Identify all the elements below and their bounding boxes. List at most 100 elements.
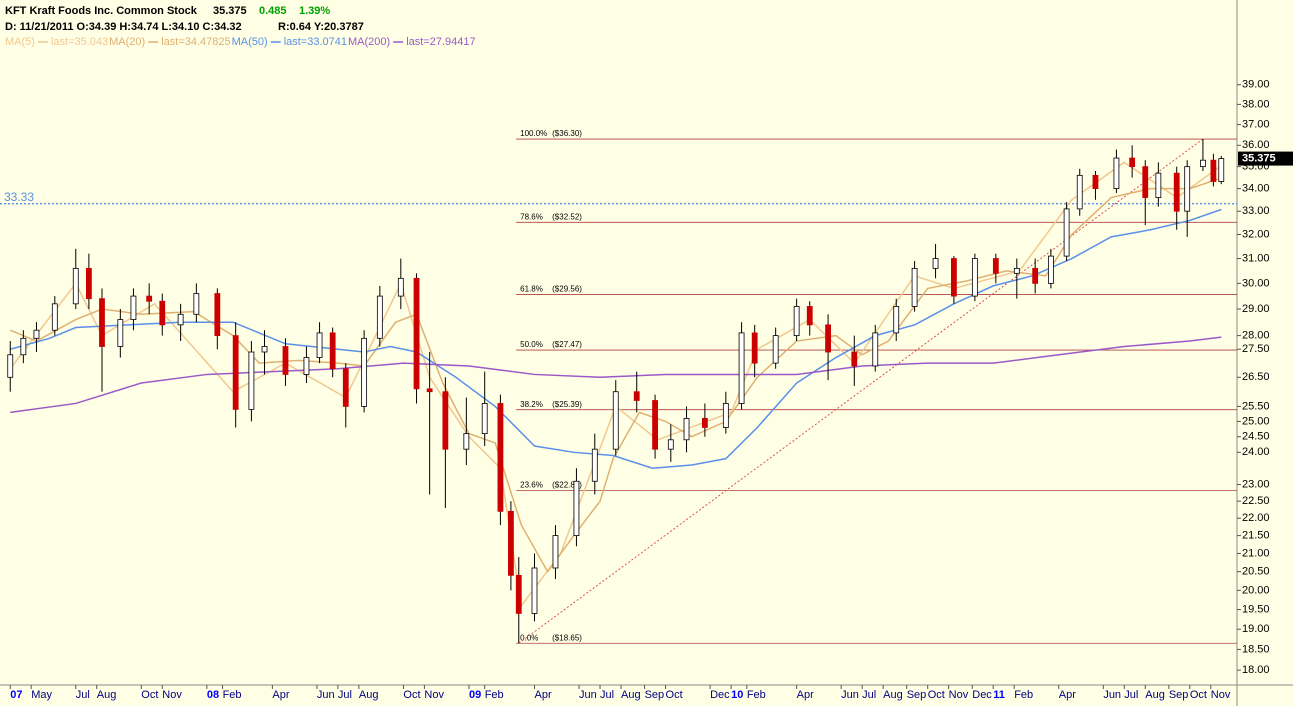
x-tick-label: 07 — [10, 689, 22, 701]
candle-body — [361, 337, 368, 407]
fib-level-label: 38.2% — [520, 400, 543, 409]
ma-line — [9, 161, 1222, 608]
candle-body — [1032, 267, 1039, 284]
candle-body — [214, 293, 221, 337]
legend-last: last=35.043 — [51, 36, 108, 48]
candle-body — [872, 332, 879, 367]
candle-body — [51, 303, 58, 331]
y-tick-label: 27.50 — [1242, 343, 1270, 355]
legend-last: last=27.94417 — [406, 36, 475, 48]
candle-body — [612, 391, 619, 450]
y-tick-label: 24.00 — [1242, 446, 1270, 458]
candle-body — [146, 295, 153, 302]
y-tick-label: 33.00 — [1242, 205, 1270, 217]
y-tick-label: 22.50 — [1242, 495, 1270, 507]
ohlc-info: D: 11/21/2011 O:34.39 H:34.74 L:34.10 C:… — [5, 21, 242, 33]
candle-body — [751, 332, 758, 364]
y-tick-label: 34.00 — [1242, 183, 1270, 195]
y-tick-label: 19.50 — [1242, 603, 1270, 615]
x-tick-label: Feb — [1014, 689, 1033, 701]
last-price: 35.375 — [213, 5, 247, 17]
x-tick-label: 08 — [207, 689, 219, 701]
candle-body — [248, 351, 255, 410]
candle-body — [531, 567, 538, 614]
y-tick-label: 25.50 — [1242, 400, 1270, 412]
candle-body — [1173, 172, 1180, 212]
candle-body — [7, 354, 14, 378]
candle-body — [177, 313, 184, 326]
candle-body — [397, 277, 404, 297]
x-tick-label: 11 — [993, 689, 1005, 701]
candle-body — [851, 351, 858, 367]
price-marker-label: 35.375 — [1242, 152, 1276, 164]
candle-body — [481, 403, 488, 435]
candle-body — [1218, 158, 1225, 182]
x-tick-label: Apr — [797, 689, 814, 701]
candle-body — [193, 293, 200, 315]
fib-price-label: ($22.82) — [552, 481, 582, 490]
y-tick-label: 31.00 — [1242, 252, 1270, 264]
legend-name: MA(50) — [232, 36, 268, 48]
candle-body — [893, 306, 900, 334]
y-tick-label: 24.50 — [1242, 431, 1270, 443]
y-tick-label: 37.00 — [1242, 118, 1270, 130]
candle-body — [738, 332, 745, 404]
x-tick-label: Apr — [1059, 689, 1076, 701]
fib-price-label: ($29.56) — [552, 285, 582, 294]
candle-body — [992, 258, 999, 274]
y-tick-label: 21.00 — [1242, 547, 1270, 559]
y-tick-label: 22.00 — [1242, 512, 1270, 524]
fib-level-label: 23.6% — [520, 481, 543, 490]
candle-body — [85, 267, 92, 300]
x-tick-label: Dec — [710, 689, 730, 701]
symbol: KFT Kraft Foods Inc. Common Stock — [5, 5, 198, 17]
candle-body — [971, 258, 978, 297]
x-tick-label: Aug — [359, 689, 379, 701]
fib-level-label: 61.8% — [520, 285, 543, 294]
candle-body — [515, 574, 522, 614]
x-tick-label: Aug — [883, 689, 903, 701]
x-tick-label: Oct — [141, 689, 158, 701]
x-tick-label: Feb — [747, 689, 766, 701]
ma-line — [9, 177, 1222, 574]
x-tick-label: Jun — [579, 689, 597, 701]
trend-line — [518, 138, 1204, 644]
candle-body — [1063, 208, 1070, 257]
x-tick-label: Aug — [621, 689, 641, 701]
x-tick-label: Nov — [424, 689, 444, 701]
x-tick-label: Nov — [949, 689, 969, 701]
x-tick-label: Aug — [1145, 689, 1165, 701]
y-tick-label: 18.00 — [1242, 664, 1270, 676]
fib-level-label: 50.0% — [520, 340, 543, 349]
x-tick-label: Oct — [403, 689, 420, 701]
x-tick-label: Nov — [162, 689, 182, 701]
x-tick-label: Jul — [862, 689, 876, 701]
x-tick-label: Nov — [1211, 689, 1231, 701]
y-tick-label: 28.00 — [1242, 330, 1270, 342]
candle-body — [130, 295, 137, 320]
candle-body — [701, 417, 708, 428]
y-tick-label: 20.50 — [1242, 566, 1270, 578]
y-tick-label: 36.00 — [1242, 139, 1270, 151]
candle-body — [932, 258, 939, 269]
candle-body — [508, 510, 514, 576]
x-tick-label: Apr — [534, 689, 551, 701]
y-tick-label: 25.00 — [1242, 415, 1270, 427]
x-tick-label: May — [31, 689, 52, 701]
y-tick-label: 39.00 — [1242, 79, 1270, 91]
candle-body — [1047, 255, 1054, 284]
fib-level-label: 78.6% — [520, 212, 543, 221]
y-tick-label: 19.00 — [1242, 623, 1270, 635]
candle-body — [633, 391, 640, 401]
x-tick-label: 09 — [469, 689, 481, 701]
change: 0.485 — [259, 5, 287, 17]
candle-body — [117, 319, 124, 347]
candle-body — [99, 298, 105, 347]
ma-line — [10, 336, 1222, 414]
fib-price-label: ($36.30) — [552, 129, 582, 138]
candle-body — [1076, 174, 1083, 210]
candle-body — [951, 258, 957, 297]
x-tick-label: Jul — [1124, 689, 1138, 701]
candle-body — [463, 433, 470, 450]
